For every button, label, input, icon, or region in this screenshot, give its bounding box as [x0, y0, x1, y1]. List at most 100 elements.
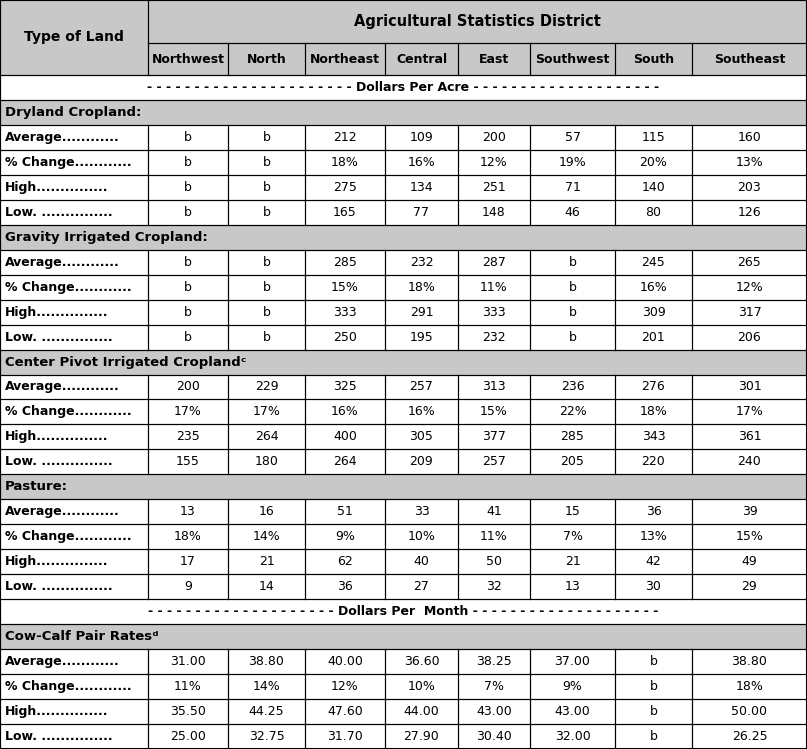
Bar	[305, 549, 385, 574]
Text: 47.60: 47.60	[327, 705, 363, 718]
Bar	[458, 649, 530, 674]
Text: 31.70: 31.70	[327, 730, 363, 743]
Bar	[615, 399, 692, 425]
Text: 275: 275	[333, 181, 357, 194]
Bar	[385, 699, 458, 724]
Text: 285: 285	[333, 255, 357, 269]
Bar	[305, 150, 385, 175]
Bar	[458, 43, 530, 75]
Text: 14%: 14%	[253, 680, 280, 693]
Bar	[0, 75, 807, 100]
Bar	[615, 699, 692, 724]
Bar	[692, 699, 807, 724]
Bar	[148, 674, 228, 699]
Bar	[530, 449, 615, 474]
Bar	[692, 175, 807, 200]
Text: 200: 200	[482, 131, 506, 144]
Text: 165: 165	[333, 206, 357, 219]
Bar	[0, 100, 807, 125]
Bar	[228, 425, 305, 449]
Bar	[615, 649, 692, 674]
Bar	[148, 699, 228, 724]
Text: 148: 148	[482, 206, 506, 219]
Bar	[692, 374, 807, 399]
Text: 18%: 18%	[331, 156, 359, 169]
Text: 20%: 20%	[640, 156, 667, 169]
Text: 30.40: 30.40	[476, 730, 512, 743]
Bar	[692, 399, 807, 425]
Bar	[228, 449, 305, 474]
Text: 11%: 11%	[174, 680, 202, 693]
Bar	[385, 249, 458, 275]
Bar	[305, 374, 385, 399]
Text: Northeast: Northeast	[310, 52, 380, 65]
Bar	[530, 125, 615, 150]
Bar	[458, 374, 530, 399]
Text: 16%: 16%	[408, 405, 435, 419]
Bar	[615, 524, 692, 549]
Text: 17: 17	[180, 555, 196, 568]
Text: 126: 126	[738, 206, 761, 219]
Text: 33: 33	[414, 506, 429, 518]
Text: b: b	[650, 680, 658, 693]
Bar	[148, 724, 228, 749]
Bar	[615, 43, 692, 75]
Bar	[228, 724, 305, 749]
Bar	[385, 449, 458, 474]
Text: 35.50: 35.50	[170, 705, 206, 718]
Bar	[530, 300, 615, 324]
Bar	[615, 275, 692, 300]
Text: Agricultural Statistics District: Agricultural Statistics District	[354, 14, 601, 29]
Bar	[228, 699, 305, 724]
Bar	[458, 249, 530, 275]
Bar	[305, 449, 385, 474]
Text: b: b	[569, 306, 576, 318]
Text: % Change............: % Change............	[5, 405, 132, 419]
Text: 7%: 7%	[562, 530, 583, 543]
Bar	[305, 275, 385, 300]
Bar	[692, 674, 807, 699]
Bar	[148, 200, 228, 225]
Text: 9%: 9%	[335, 530, 355, 543]
Text: 9: 9	[184, 580, 192, 593]
Bar	[458, 699, 530, 724]
Bar	[615, 674, 692, 699]
Bar	[385, 549, 458, 574]
Text: 17%: 17%	[253, 405, 281, 419]
Bar	[305, 524, 385, 549]
Text: 14%: 14%	[253, 530, 280, 543]
Text: 15%: 15%	[735, 530, 763, 543]
Text: % Change............: % Change............	[5, 156, 132, 169]
Bar	[148, 275, 228, 300]
Text: 201: 201	[642, 330, 666, 344]
Text: b: b	[262, 281, 270, 294]
Bar	[458, 449, 530, 474]
Bar	[228, 300, 305, 324]
Bar	[458, 425, 530, 449]
Text: Southwest: Southwest	[535, 52, 609, 65]
Bar	[0, 549, 148, 574]
Text: 257: 257	[482, 455, 506, 468]
Text: South: South	[633, 52, 674, 65]
Text: 13%: 13%	[736, 156, 763, 169]
Text: b: b	[650, 705, 658, 718]
Text: 257: 257	[410, 380, 433, 393]
Bar	[458, 275, 530, 300]
Text: Central: Central	[396, 52, 447, 65]
Text: High...............: High...............	[5, 555, 108, 568]
Bar	[385, 724, 458, 749]
Bar	[615, 449, 692, 474]
Text: 134: 134	[410, 181, 433, 194]
Text: 12%: 12%	[480, 156, 508, 169]
Text: b: b	[262, 306, 270, 318]
Bar	[615, 500, 692, 524]
Bar	[228, 574, 305, 599]
Bar	[385, 200, 458, 225]
Bar	[692, 425, 807, 449]
Text: 38.25: 38.25	[476, 655, 512, 668]
Bar	[385, 649, 458, 674]
Text: 38.80: 38.80	[732, 655, 767, 668]
Text: b: b	[262, 206, 270, 219]
Text: 333: 333	[333, 306, 357, 318]
Text: 22%: 22%	[558, 405, 587, 419]
